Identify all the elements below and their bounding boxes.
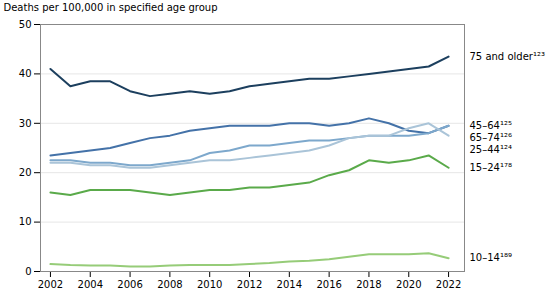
svg-text:75 and older¹²³: 75 and older¹²³	[470, 51, 545, 62]
svg-text:10–14¹⁸⁹: 10–14¹⁸⁹	[470, 252, 512, 263]
svg-text:2004: 2004	[78, 279, 103, 290]
svg-text:2006: 2006	[117, 279, 142, 290]
svg-text:40: 40	[19, 68, 32, 79]
svg-text:2020: 2020	[396, 279, 421, 290]
svg-text:20: 20	[19, 167, 32, 178]
svg-text:2016: 2016	[316, 279, 341, 290]
svg-text:2018: 2018	[356, 279, 381, 290]
svg-text:2014: 2014	[277, 279, 302, 290]
svg-text:65–74¹²⁶: 65–74¹²⁶	[470, 132, 512, 143]
svg-text:15–24¹⁷⁸: 15–24¹⁷⁸	[470, 162, 512, 173]
svg-text:Deaths per 100,000 in specifie: Deaths per 100,000 in specified age grou…	[4, 2, 218, 13]
svg-text:25–44¹²⁴: 25–44¹²⁴	[470, 144, 512, 155]
svg-text:2002: 2002	[38, 279, 63, 290]
svg-text:30: 30	[19, 118, 32, 129]
svg-text:0: 0	[25, 266, 31, 277]
svg-text:2022: 2022	[436, 279, 461, 290]
svg-text:50: 50	[19, 19, 32, 30]
svg-text:10: 10	[19, 216, 32, 227]
svg-text:2012: 2012	[237, 279, 262, 290]
svg-text:2010: 2010	[197, 279, 222, 290]
svg-text:2008: 2008	[157, 279, 182, 290]
svg-text:45–64¹²⁵: 45–64¹²⁵	[470, 120, 512, 131]
